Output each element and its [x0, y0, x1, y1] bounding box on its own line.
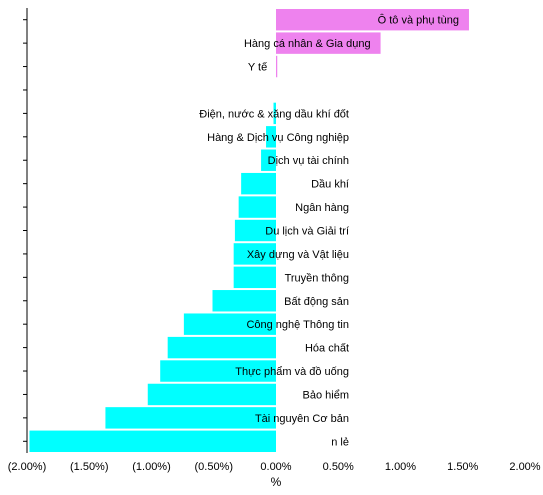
bar-label: Du lịch và Giải trí	[265, 226, 349, 238]
bar-label: n lẻ	[331, 436, 349, 448]
bar	[234, 219, 276, 242]
bar	[233, 243, 276, 265]
bar-label: Dầu khí	[311, 179, 349, 191]
bar-label: Bảo hiểm	[303, 389, 349, 401]
bar	[147, 383, 276, 406]
bar-label: Điện, nước & xăng dầu khí đốt	[199, 108, 349, 120]
bar-label: Hóa chất	[305, 343, 349, 355]
bar-label: Hàng & Dịch vụ Công nghiệp	[207, 132, 349, 144]
x-tick-label: (0.50%)	[194, 461, 233, 473]
bar	[276, 55, 278, 78]
bar-label: Dịch vụ tài chính	[268, 155, 349, 167]
bar-label: Truyền thông	[285, 272, 349, 284]
bar-label: Công nghệ Thông tin	[246, 319, 349, 331]
bar	[233, 266, 276, 289]
bar	[273, 102, 276, 125]
x-tick-label: 1.00%	[385, 461, 416, 473]
x-tick-label: (2.00%)	[8, 461, 47, 473]
x-tick-label: 2.00%	[509, 461, 540, 473]
bar	[160, 360, 276, 382]
axes: (2.00%) (1.50%) (1.00%) (0.50%) 0.00% 0.50% 1.…	[8, 8, 541, 473]
bar	[167, 336, 276, 359]
bar-label: Ô tô và phụ tùng	[378, 14, 459, 27]
bar	[212, 290, 276, 312]
bar	[276, 32, 381, 54]
x-axis-title: %	[271, 475, 282, 489]
bar-label: Y tế	[248, 62, 267, 74]
bars	[29, 9, 469, 452]
x-tick-label: (1.50%)	[70, 461, 109, 473]
bar	[261, 149, 276, 171]
bar	[29, 430, 276, 452]
bar	[241, 172, 276, 195]
bar-label: Tài nguyên Cơ bản	[255, 413, 349, 425]
bar-label: Ngân hàng	[295, 202, 349, 214]
bar-label: Bất động sản	[284, 296, 349, 308]
bar-label: Thực phẩm và đồ uống	[235, 366, 349, 378]
bar	[183, 313, 276, 335]
bar	[276, 9, 469, 31]
x-tick-label: 1.50%	[447, 461, 478, 473]
x-tick-label: (1.00%)	[132, 461, 171, 473]
bar	[105, 407, 276, 429]
x-tick-label: 0.00%	[260, 461, 291, 473]
bar-label: Xây dựng và Vật liệu	[247, 249, 349, 261]
bar-labels: Ô tô và phụ tùng Hàng cá nhân & Gia dụng Y…	[199, 14, 459, 449]
bar-label: Hàng cá nhân & Gia dụng	[244, 38, 371, 50]
x-tick-label: 0.50%	[323, 461, 354, 473]
bar	[266, 126, 276, 148]
bar	[238, 196, 276, 218]
